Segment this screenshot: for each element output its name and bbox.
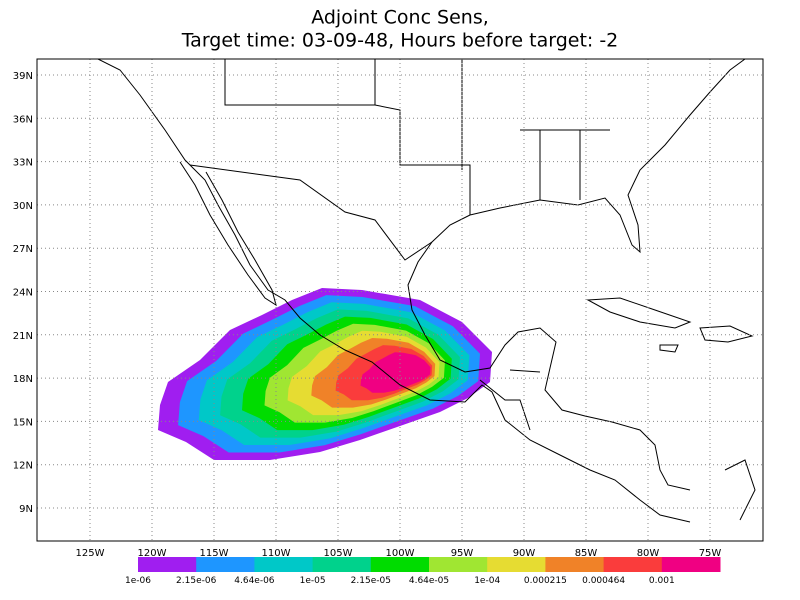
lat-label: 12N [13, 461, 33, 472]
colorbar-swatch [370, 557, 430, 572]
title-line: Adjoint Conc Sens, [311, 7, 489, 29]
coastline [659, 344, 679, 353]
coastline [469, 59, 746, 254]
lat-label: 18N [13, 374, 33, 385]
colorbar-swatch [138, 557, 197, 572]
coastlines [97, 59, 756, 523]
lon-label: 90W [513, 548, 536, 559]
lat-label: 9N [19, 504, 33, 515]
colorbar-swatch [545, 557, 605, 572]
lon-label: 125W [76, 548, 105, 559]
colorbar-swatch [661, 557, 721, 572]
coastline [724, 459, 756, 521]
colorbar-swatch [312, 557, 372, 572]
colorbar-label: 4.64e-05 [409, 576, 449, 586]
lat-label: 21N [13, 331, 33, 342]
colorbar-swatch [254, 557, 314, 572]
colorbar-label: 4.64e-06 [234, 576, 275, 586]
lat-label: 33N [13, 158, 33, 169]
lon-label: 115W [200, 548, 229, 559]
coastline [407, 214, 691, 491]
lat-label: 15N [13, 417, 33, 428]
coastline [179, 161, 277, 307]
coastline [97, 59, 691, 523]
coastline [586, 297, 692, 329]
colorbar-label: 2.15e-05 [351, 576, 391, 586]
lat-label: 36N [13, 114, 33, 125]
colorbar-swatch [603, 557, 663, 572]
lat-label: 30N [13, 201, 33, 212]
colorbar-label: 2.15e-06 [176, 576, 217, 586]
lon-label: 105W [324, 548, 353, 559]
colorbar: 1e-06 2.15e-06 4.64e-06 1e-05 2.15e-05 4.64e-… [125, 557, 721, 586]
coastline [699, 325, 754, 343]
colorbar-swatch [429, 557, 488, 572]
lon-label: 120W [138, 548, 167, 559]
graticule [37, 59, 763, 541]
colorbar-label: 1e-04 [474, 576, 500, 586]
lon-label: 110W [262, 548, 291, 559]
lon-label: 100W [386, 548, 415, 559]
lat-label: 24N [13, 288, 33, 299]
colorbar-label: 0.000464 [582, 576, 625, 586]
map-frame [36, 58, 764, 542]
coordinate-labels: 39N 36N 33N 30N 27N 24N 21N 18N 15N 12N 9N 125W 120W… [13, 71, 722, 559]
colorbar-label: 0.001 [649, 576, 675, 586]
contour-band [360, 352, 431, 393]
lat-label: 39N [13, 71, 33, 82]
colorbar-label: 1e-05 [300, 576, 326, 586]
title-line: Target time: 03-09-48, Hours before targ… [181, 30, 619, 52]
colorbar-swatch [487, 557, 546, 572]
lon-label: 95W [451, 548, 474, 559]
lon-label: 75W [699, 548, 722, 559]
colorbar-label: 1e-06 [125, 576, 151, 586]
sensitivity-field [158, 288, 492, 460]
lat-label: 27N [13, 244, 33, 255]
lon-label: 85W [575, 548, 598, 559]
lon-label: 80W [637, 548, 660, 559]
colorbar-swatch [196, 557, 255, 572]
border [189, 59, 610, 431]
colorbar-label: 0.000215 [524, 576, 567, 586]
